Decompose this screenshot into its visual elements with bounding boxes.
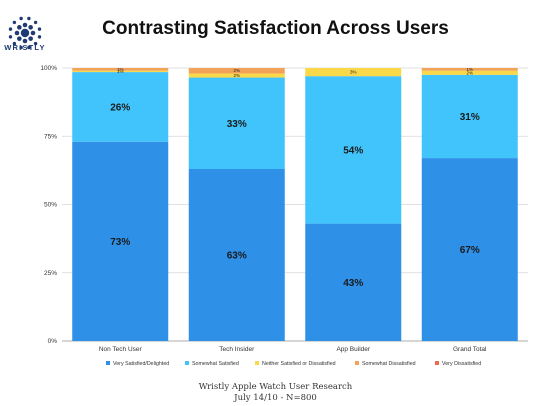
logo-dot xyxy=(12,41,17,46)
logo-wordmark: WRISTLY xyxy=(4,43,46,52)
data-label: 67% xyxy=(460,245,480,256)
data-label: 54% xyxy=(343,145,363,156)
logo-dot xyxy=(19,45,23,50)
bar-segment xyxy=(188,68,285,74)
legend-label: Somewhat Dissatisfied xyxy=(362,361,416,367)
bar-segment xyxy=(421,70,518,75)
legend-swatch xyxy=(255,361,259,365)
y-tick-label: 100% xyxy=(40,65,57,72)
logo-dot xyxy=(37,35,42,39)
data-label: 2% xyxy=(466,70,473,75)
x-tick-label: Tech Insider xyxy=(219,346,255,353)
stacked-bar-chart: 0% 25% 50% 75% 100% 73% 26% 1% 1% Non Tech User 63… xyxy=(40,65,528,367)
bar-segment xyxy=(305,76,402,224)
legend-swatch xyxy=(435,361,439,365)
bar-segment xyxy=(421,74,518,159)
bar-segment xyxy=(421,158,518,341)
logo-dot xyxy=(19,16,23,21)
data-label: 26% xyxy=(110,102,130,113)
bar-segment xyxy=(188,77,285,170)
logo-dot xyxy=(27,16,31,21)
legend-label: Somewhat Satisfied xyxy=(192,361,239,367)
x-tick-label: App Builder xyxy=(336,346,370,353)
bar-segment xyxy=(72,68,169,71)
logo-dot xyxy=(28,25,33,30)
footer-line-2: July 14/10 - N=800 xyxy=(234,393,317,403)
logo-dot xyxy=(20,28,30,38)
y-tick-label: 25% xyxy=(44,270,57,277)
logo-dot xyxy=(17,25,22,30)
data-label: 1% xyxy=(117,67,124,72)
logo-dot xyxy=(8,27,13,31)
data-label: 2% xyxy=(233,68,240,73)
logo-dot xyxy=(17,36,22,41)
logo-dot xyxy=(30,30,36,36)
legend-label: Very Dissatisfied xyxy=(442,361,481,367)
logo-dot xyxy=(8,35,13,39)
x-tick-label: Non Tech User xyxy=(99,346,143,353)
logo-dot xyxy=(22,22,28,28)
bar-segment xyxy=(72,141,169,341)
y-tick-label: 50% xyxy=(44,202,57,209)
data-label: 31% xyxy=(460,112,480,123)
chart-title: Contrasting Satisfaction Across Users xyxy=(102,18,449,39)
legend-swatch xyxy=(355,361,359,365)
footer: Wristly Apple Watch User Research July 1… xyxy=(0,382,551,404)
legend-label: Neither Satisfied or Dissatisfied xyxy=(262,361,336,367)
data-label: 3% xyxy=(350,70,357,75)
bar-segment xyxy=(305,223,402,341)
x-tick-label: Grand Total xyxy=(453,346,487,353)
bar-segment xyxy=(188,169,285,341)
data-label: 43% xyxy=(343,278,363,289)
y-tick-label: 0% xyxy=(48,338,58,345)
data-label: 63% xyxy=(227,251,247,262)
data-label: 1% xyxy=(117,69,124,74)
logo-dot xyxy=(33,20,38,25)
data-label: 33% xyxy=(227,119,247,130)
footer-line-1: Wristly Apple Watch User Research xyxy=(198,382,353,392)
bar-segment xyxy=(72,72,169,142)
bar-segment xyxy=(188,73,285,78)
bar-segment xyxy=(421,68,518,71)
logo-dot xyxy=(12,20,17,25)
logo-dot xyxy=(14,30,20,36)
legend-label: Very Satisfied/Delighted xyxy=(113,361,169,367)
bar-segment xyxy=(72,70,169,73)
wristly-logo xyxy=(8,16,42,50)
logo-dot xyxy=(27,45,31,50)
logo-dot xyxy=(22,38,28,44)
data-label: 1% xyxy=(466,67,473,72)
data-label: 73% xyxy=(110,237,130,248)
data-label: 2% xyxy=(233,73,240,78)
y-tick-label: 75% xyxy=(44,133,57,140)
logo-dot xyxy=(33,41,38,46)
logo-dot xyxy=(28,36,33,41)
logo-dot xyxy=(37,27,42,31)
legend-swatch xyxy=(185,361,189,365)
legend-swatch xyxy=(106,361,110,365)
bar-segment xyxy=(305,68,402,77)
